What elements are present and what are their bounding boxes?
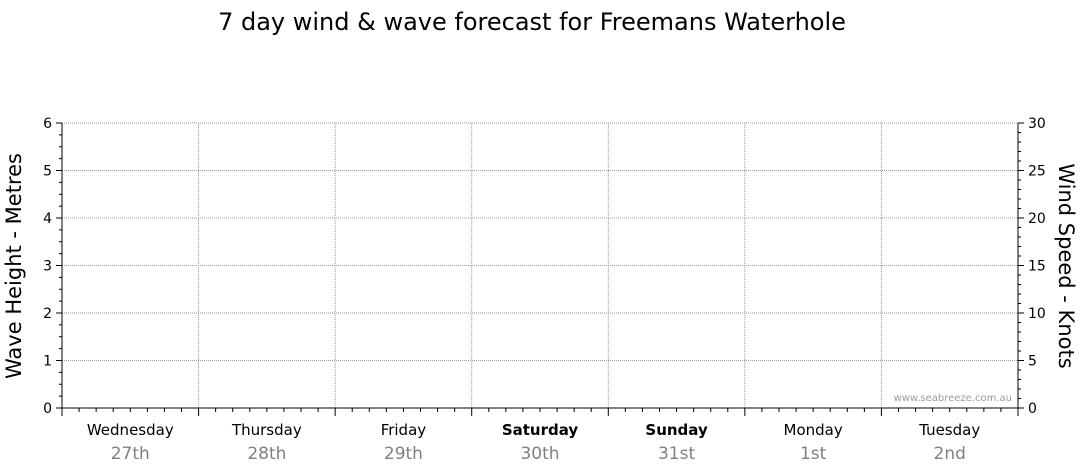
wind-speed-tick-label: 30 (1028, 116, 1046, 132)
wave-height-tick-label: 4 (43, 211, 52, 227)
day-name-label: Friday (381, 421, 427, 439)
wave-height-tick-label: 3 (43, 259, 52, 275)
wind-speed-tick-label: 10 (1028, 306, 1046, 322)
day-name-label: Wednesday (87, 421, 174, 439)
day-date-label: 27th (111, 444, 150, 464)
day-name-label: Saturday (502, 421, 579, 439)
day-name-label: Monday (784, 421, 843, 439)
day-date-label: 30th (520, 444, 559, 464)
wave-height-tick-label: 2 (43, 306, 52, 322)
wind-speed-tick-label: 15 (1028, 259, 1046, 275)
chart-title: 7 day wind & wave forecast for Freemans … (218, 8, 846, 36)
wave-height-tick-label: 6 (43, 116, 52, 132)
wind-speed-axis: 0 5 10 15 20 25 30 (1017, 116, 1046, 417)
day-date-label: 31st (658, 444, 695, 464)
wind-speed-tick-label: 20 (1028, 211, 1046, 227)
day-name-label: Thursday (231, 421, 302, 439)
wind-speed-axis-title: Wind Speed - Knots (1054, 163, 1078, 368)
wave-height-axis: 0 1 2 3 4 5 6 (43, 116, 63, 417)
day-date-label: 29th (384, 444, 423, 464)
wind-speed-tick-label: 5 (1028, 354, 1037, 370)
day-date-label: 2nd (934, 444, 966, 464)
wave-height-tick-label: 5 (43, 164, 52, 180)
grid-lines (62, 122, 1018, 408)
day-date-label: 1st (800, 444, 827, 464)
watermark: www.seabreeze.com.au (894, 393, 1012, 404)
wave-height-axis-title: Wave Height - Metres (2, 153, 26, 379)
wave-height-tick-label: 0 (43, 401, 52, 417)
wind-speed-tick-label: 25 (1028, 164, 1046, 180)
day-axis: Wednesday 27th Thursday 28th Friday 29th Satur… (61, 407, 1019, 464)
day-name-label: Sunday (645, 421, 708, 439)
day-date-label: 28th (247, 444, 286, 464)
day-name-label: Tuesday (918, 421, 980, 439)
wind-speed-tick-label: 0 (1028, 401, 1037, 417)
wave-height-tick-label: 1 (43, 354, 52, 370)
